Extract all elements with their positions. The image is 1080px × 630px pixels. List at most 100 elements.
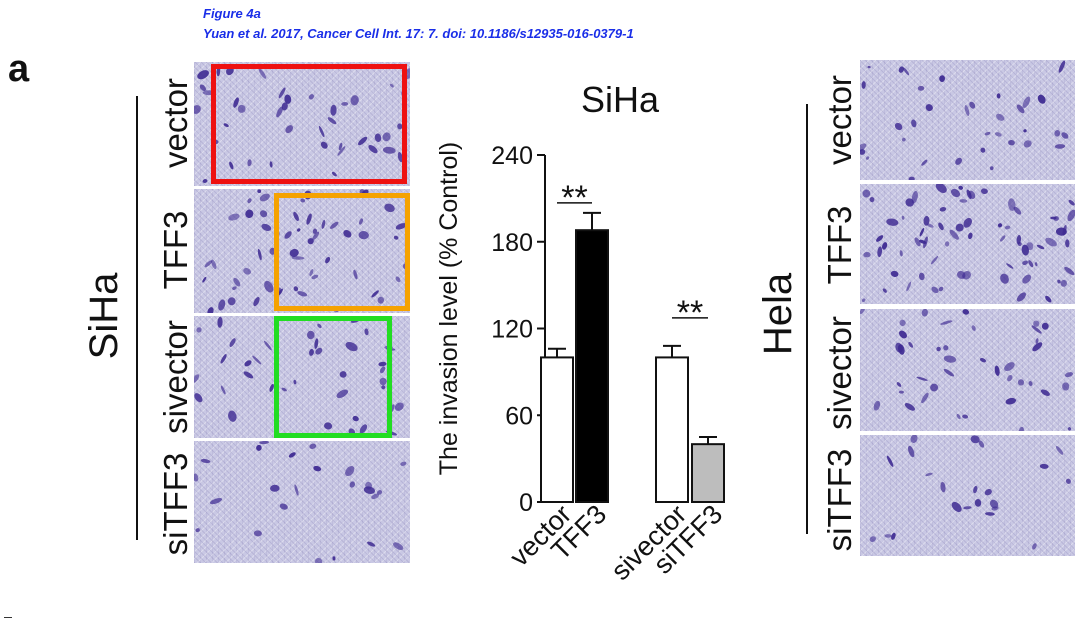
stained-cell — [336, 389, 349, 399]
stained-cell — [197, 70, 209, 80]
figure-citation: Yuan et al. 2017, Cancer Cell Int. 17: 7… — [203, 26, 634, 41]
siha-divider — [136, 96, 138, 540]
stained-cell — [863, 251, 871, 258]
stained-cell — [950, 188, 961, 198]
stained-cell — [358, 230, 369, 240]
stained-cell — [269, 161, 273, 168]
stained-cell — [1040, 389, 1050, 396]
stained-cell — [229, 338, 236, 348]
stained-cell — [1006, 263, 1014, 269]
stained-cell — [337, 146, 346, 156]
stained-cell — [970, 435, 980, 444]
stained-cell — [994, 365, 1000, 376]
stained-cell — [311, 274, 319, 280]
stained-cell — [940, 481, 946, 493]
stained-cell — [1033, 320, 1040, 327]
stained-cell — [939, 207, 947, 212]
stained-cell — [997, 223, 1003, 228]
stained-cell — [284, 231, 292, 239]
stained-cell — [1045, 295, 1052, 303]
bar-vector — [540, 356, 574, 503]
stained-cell — [1034, 262, 1038, 267]
stained-cell — [1016, 292, 1026, 302]
stained-cell — [1057, 279, 1061, 284]
stained-cell — [309, 443, 317, 449]
stained-cell — [980, 147, 986, 153]
stained-cell — [1032, 342, 1043, 352]
stained-cell — [1004, 362, 1015, 372]
stained-cell — [979, 358, 987, 363]
stained-cell — [978, 440, 985, 448]
stained-cell — [865, 156, 870, 160]
stained-cell — [349, 481, 355, 488]
stained-cell — [330, 104, 337, 116]
stained-cell — [917, 85, 925, 91]
y-tick-label: 60 — [505, 402, 533, 430]
stained-cell — [1004, 225, 1011, 230]
stained-cell — [229, 161, 234, 170]
stained-cell — [232, 286, 237, 291]
stained-cell — [994, 132, 1002, 137]
stained-cell — [962, 271, 971, 280]
stained-cell — [279, 503, 288, 510]
stained-cell — [908, 176, 915, 180]
stained-cell — [1060, 279, 1068, 287]
stained-cell — [263, 340, 272, 351]
stained-cell — [930, 383, 939, 392]
stained-cell — [382, 132, 391, 142]
stained-cell — [914, 237, 921, 247]
significance-stars: ** — [677, 294, 703, 332]
stained-cell — [393, 235, 399, 240]
stained-cell — [936, 346, 941, 352]
stained-cell — [312, 231, 320, 240]
stained-cell — [1067, 427, 1072, 431]
stained-cell — [318, 125, 325, 138]
stained-cell — [312, 228, 318, 234]
siha-label-sitff3: siTFF3 — [157, 452, 194, 556]
stained-cell — [923, 215, 930, 226]
siha-cell-label: SiHa — [82, 272, 126, 360]
stained-cell — [331, 171, 337, 177]
stained-cell — [194, 105, 201, 114]
stained-cell — [379, 377, 387, 386]
stained-cell — [220, 354, 227, 364]
stained-cell — [371, 493, 380, 500]
corner-mark — [4, 617, 12, 618]
hela-label-tff3: TFF3 — [821, 205, 858, 285]
stained-cell — [895, 342, 903, 353]
figure-title: Figure 4a — [203, 6, 261, 21]
stained-cell — [350, 95, 359, 106]
stained-cell — [1026, 242, 1034, 251]
stained-cell — [384, 203, 395, 213]
stained-cell — [341, 101, 349, 106]
stained-cell — [397, 123, 403, 130]
stained-cell — [1041, 322, 1049, 330]
stained-cell — [400, 461, 407, 466]
stained-cell — [1017, 379, 1025, 386]
stained-cell — [898, 66, 905, 73]
stained-cell — [293, 379, 297, 385]
stained-cell — [881, 242, 888, 250]
stained-cell — [1008, 139, 1015, 146]
stained-cell — [374, 133, 382, 142]
hela-label-sitff3: siTFF3 — [821, 448, 858, 552]
stained-cell — [1064, 266, 1075, 276]
hela-label-vector: vector — [821, 75, 858, 165]
stained-cell — [194, 473, 199, 482]
stained-cell — [345, 341, 358, 352]
stained-cell — [996, 113, 1005, 121]
stained-cell — [1067, 209, 1075, 222]
stained-cell — [321, 219, 326, 229]
stained-cell — [233, 97, 239, 108]
stained-cell — [1036, 244, 1045, 250]
stained-cell — [898, 330, 908, 339]
stained-cell — [307, 238, 314, 245]
stained-cell — [1028, 381, 1033, 386]
stained-cell — [339, 371, 347, 378]
stained-cell — [926, 223, 934, 228]
stained-cell — [860, 143, 867, 152]
stained-cell — [949, 229, 959, 240]
stained-cell — [1061, 132, 1069, 139]
stained-cell — [1007, 374, 1013, 382]
stained-cell — [940, 320, 953, 325]
